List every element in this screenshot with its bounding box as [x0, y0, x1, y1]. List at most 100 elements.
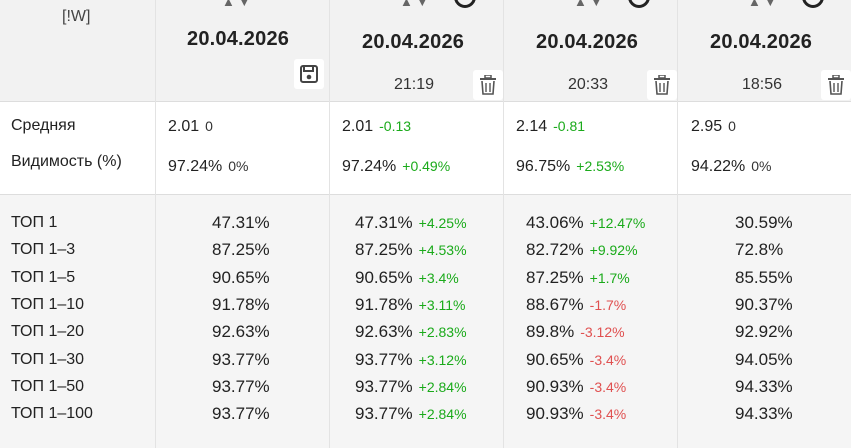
visibility-value: 97.24% +0.49%: [342, 158, 451, 175]
top-value: 94.33%: [735, 377, 793, 396]
column-date: 20.04.2026: [362, 31, 465, 53]
avg-value: 2.14 -0.81: [516, 118, 586, 135]
top-delta: +4.53%: [418, 242, 467, 258]
divider: [0, 194, 851, 195]
top-value: 93.77% +3.12%: [355, 350, 467, 369]
top-value: 85.55%: [735, 268, 793, 287]
top-delta: -3.4%: [589, 379, 627, 395]
column-divider: [329, 0, 330, 448]
top-delta: +3.11%: [418, 297, 466, 313]
top-delta: +4.25%: [418, 215, 467, 231]
refresh-icon[interactable]: [802, 0, 824, 8]
column-divider: [155, 0, 156, 448]
top-value: 93.77%: [212, 377, 270, 396]
header-column-2: ▲▼ 20.04.2026 21:19: [330, 0, 503, 101]
top-value: 93.77% +2.84%: [355, 404, 467, 423]
top-value: 92.63%: [212, 322, 270, 341]
top-value: 92.92%: [735, 322, 793, 341]
top-value: 72.8%: [735, 240, 784, 259]
top-value: 91.78%: [212, 295, 270, 314]
top-value: 94.05%: [735, 350, 793, 369]
metrics-section: [0, 101, 851, 194]
table-header: [0, 0, 851, 101]
top-value: 88.67% -1.7%: [526, 295, 627, 314]
column-date: 20.04.2026: [536, 31, 639, 53]
top-value: 90.65%: [212, 268, 270, 287]
header-column-3: ▲▼ 20.04.2026 20:33: [504, 0, 677, 101]
top-delta: +3.4%: [418, 270, 459, 286]
column-divider: [677, 0, 678, 448]
top-delta: +1.7%: [589, 270, 630, 286]
sort-arrows-icon[interactable]: ▲▼: [222, 0, 254, 9]
top-value: 90.93% -3.4%: [526, 377, 627, 396]
top-row-label: ТОП 1–30: [11, 351, 85, 368]
top-delta: -3.4%: [589, 352, 627, 368]
trash-icon: [828, 75, 844, 95]
visibility-value: 94.22% 0%: [691, 158, 772, 175]
visibility-value: 96.75% +2.53%: [516, 158, 625, 175]
delete-button[interactable]: [473, 70, 503, 100]
avg-position-label: Средняя: [11, 117, 76, 134]
top-delta: +9.92%: [589, 242, 638, 258]
top-delta: +3.12%: [418, 352, 467, 368]
top-delta: -3.4%: [589, 406, 627, 422]
refresh-icon[interactable]: [454, 0, 476, 8]
visibility-value: 97.24% 0%: [168, 158, 249, 175]
save-button[interactable]: [294, 59, 324, 89]
top-delta: +2.83%: [418, 324, 467, 340]
sort-arrows-icon[interactable]: ▲▼: [574, 0, 606, 9]
top-value: 94.33%: [735, 404, 793, 423]
top-row-label: ТОП 1: [11, 214, 58, 231]
header-column-1: ▲▼ 20.04.2026: [156, 0, 329, 101]
trash-icon: [654, 75, 670, 95]
top-value: 43.06% +12.47%: [526, 213, 646, 232]
delete-button[interactable]: [821, 70, 851, 100]
top-delta: +12.47%: [589, 215, 646, 231]
avg-value: 2.01 -0.13: [342, 118, 412, 135]
delete-button[interactable]: [647, 70, 677, 100]
top-delta: +2.84%: [418, 406, 467, 422]
column-divider: [503, 0, 504, 448]
avg-value: 2.95 0: [691, 118, 736, 135]
top-value: 93.77% +2.84%: [355, 377, 467, 396]
top-value: 47.31% +4.25%: [355, 213, 467, 232]
top-value: 89.8% -3.12%: [526, 322, 625, 341]
top-value: 87.25% +1.7%: [526, 268, 630, 287]
column-time: 20:33: [568, 76, 609, 93]
top-row-label: ТОП 1–20: [11, 323, 85, 340]
top-value: 93.77%: [212, 350, 270, 369]
top-value: 87.25%: [212, 240, 270, 259]
header-label-cell: [!W]: [0, 0, 155, 101]
avg-value: 2.01 0: [168, 118, 213, 135]
top-row-label: ТОП 1–3: [11, 241, 76, 258]
top-delta: -3.12%: [580, 324, 625, 340]
column-time: 21:19: [394, 76, 435, 93]
column-time: 18:56: [742, 76, 783, 93]
column-date: 20.04.2026: [187, 28, 290, 50]
top-row-label: ТОП 1–100: [11, 405, 93, 422]
header-column-4: ▲▼ 20.04.2026 18:56: [678, 0, 851, 101]
sort-arrows-icon[interactable]: ▲▼: [400, 0, 432, 9]
top-value: 92.63% +2.83%: [355, 322, 467, 341]
trash-icon: [480, 75, 496, 95]
sort-arrows-icon[interactable]: ▲▼: [748, 0, 780, 9]
divider: [0, 101, 851, 102]
top-delta: +2.84%: [418, 379, 467, 395]
top-delta: -1.7%: [589, 297, 627, 313]
top-value: 90.65% +3.4%: [355, 268, 459, 287]
top-row-label: ТОП 1–10: [11, 296, 85, 313]
top-value: 90.37%: [735, 295, 793, 314]
save-icon: [300, 65, 318, 83]
top-value: 87.25% +4.53%: [355, 240, 467, 259]
top-value: 30.59%: [735, 213, 793, 232]
w-label: [!W]: [62, 8, 91, 25]
top-value: 90.93% -3.4%: [526, 404, 627, 423]
top-value: 90.65% -3.4%: [526, 350, 627, 369]
column-date: 20.04.2026: [710, 31, 813, 53]
top-value: 91.78% +3.11%: [355, 295, 466, 314]
top-value: 82.72% +9.92%: [526, 240, 638, 259]
refresh-icon[interactable]: [628, 0, 650, 8]
top-row-label: ТОП 1–5: [11, 269, 76, 286]
top-row-label: ТОП 1–50: [11, 378, 85, 395]
top-value: 93.77%: [212, 404, 270, 423]
